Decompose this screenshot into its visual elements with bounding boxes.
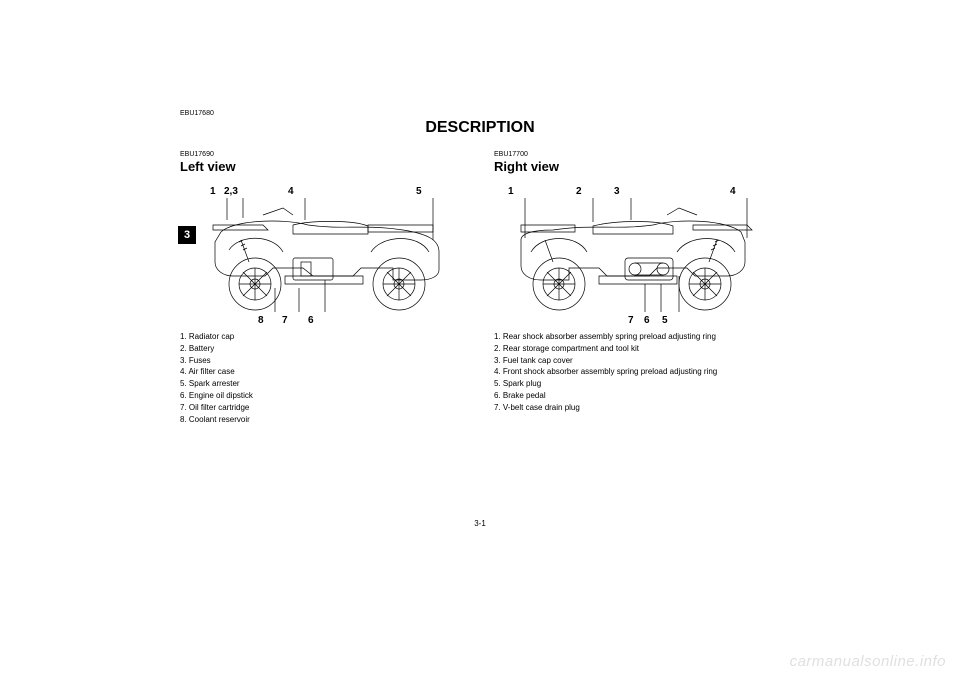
- page-code: EBU17680: [180, 110, 780, 117]
- callout-number: 4: [730, 186, 736, 197]
- callout-number: 2,3: [224, 186, 238, 197]
- atv-left-illustration: [180, 180, 466, 328]
- callout-number: 5: [416, 186, 422, 197]
- right-view-figure: 1 2 3 4 76 5: [494, 180, 780, 328]
- callout-number: 8: [258, 315, 264, 326]
- right-view-column: EBU17700 Right view: [494, 151, 780, 426]
- left-section-code: EBU17690: [180, 151, 466, 158]
- legend-item: 6. Engine oil dipstick: [180, 391, 466, 402]
- legend-item: 5. Spark arrester: [180, 379, 466, 390]
- right-legend: 1. Rear shock absorber assembly spring p…: [494, 332, 780, 414]
- legend-item: 7. V-belt case drain plug: [494, 403, 780, 414]
- atv-right-illustration: [494, 180, 780, 328]
- left-view-column: EBU17690 Left view: [180, 151, 466, 426]
- callout-number: 6: [644, 315, 650, 326]
- legend-item: 8. Coolant reservoir: [180, 415, 466, 426]
- legend-item: 6. Brake pedal: [494, 391, 780, 402]
- callout-number: 1: [210, 186, 216, 197]
- page-number: 3-1: [0, 519, 960, 528]
- legend-item: 5. Spark plug: [494, 379, 780, 390]
- legend-item: 1. Rear shock absorber assembly spring p…: [494, 332, 780, 343]
- legend-item: 3. Fuel tank cap cover: [494, 356, 780, 367]
- page-content: EBU17680 DESCRIPTION EBU17690 Left view: [180, 110, 780, 426]
- callout-number: 7: [628, 315, 634, 326]
- left-legend: 1. Radiator cap2. Battery3. Fuses4. Air …: [180, 332, 466, 425]
- callout-number: 3: [614, 186, 620, 197]
- legend-item: 7. Oil filter cartridge: [180, 403, 466, 414]
- legend-item: 2. Rear storage compartment and tool kit: [494, 344, 780, 355]
- legend-item: 4. Front shock absorber assembly spring …: [494, 367, 780, 378]
- legend-item: 1. Radiator cap: [180, 332, 466, 343]
- callout-number: 6: [308, 315, 314, 326]
- callout-number: 7: [282, 315, 288, 326]
- right-section-code: EBU17700: [494, 151, 780, 158]
- left-view-figure: 1 2,3 4 5 8 7 6: [180, 180, 466, 328]
- right-section-title: Right view: [494, 159, 780, 174]
- left-section-title: Left view: [180, 159, 466, 174]
- callout-number: 5: [662, 315, 668, 326]
- legend-item: 2. Battery: [180, 344, 466, 355]
- legend-item: 3. Fuses: [180, 356, 466, 367]
- callout-number: 1: [508, 186, 514, 197]
- page-title: DESCRIPTION: [180, 119, 780, 137]
- callout-number: 2: [576, 186, 582, 197]
- callout-number: 4: [288, 186, 294, 197]
- watermark: carmanualsonline.info: [790, 653, 946, 670]
- legend-item: 4. Air filter case: [180, 367, 466, 378]
